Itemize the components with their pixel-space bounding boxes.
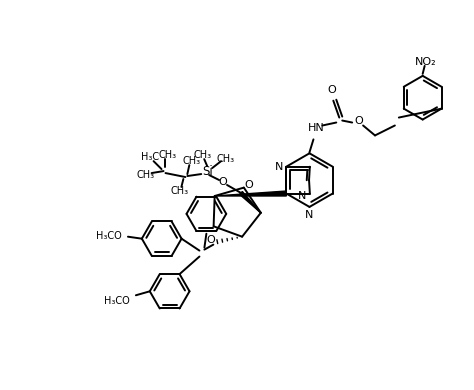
Text: CH₃: CH₃: [158, 150, 176, 160]
Text: CH₃: CH₃: [216, 154, 234, 164]
Text: H₃C: H₃C: [141, 152, 159, 162]
Text: HN: HN: [308, 124, 325, 133]
Text: NO₂: NO₂: [415, 57, 437, 67]
Text: N: N: [305, 210, 314, 220]
Text: N: N: [275, 162, 283, 172]
Text: O: O: [206, 235, 215, 245]
Text: CH₃: CH₃: [170, 186, 189, 196]
Text: O: O: [219, 177, 228, 187]
Text: CH₃: CH₃: [193, 150, 211, 160]
Text: O: O: [355, 115, 364, 126]
Text: O: O: [245, 180, 253, 190]
Polygon shape: [215, 191, 286, 196]
Text: H₃CO: H₃CO: [96, 231, 122, 241]
Text: N: N: [298, 191, 306, 202]
Polygon shape: [239, 191, 261, 213]
Text: Si: Si: [202, 165, 212, 177]
Text: H₃CO: H₃CO: [104, 296, 130, 306]
Text: O: O: [327, 85, 336, 95]
Text: CH₃: CH₃: [137, 170, 155, 180]
Text: CH₃: CH₃: [182, 156, 201, 166]
